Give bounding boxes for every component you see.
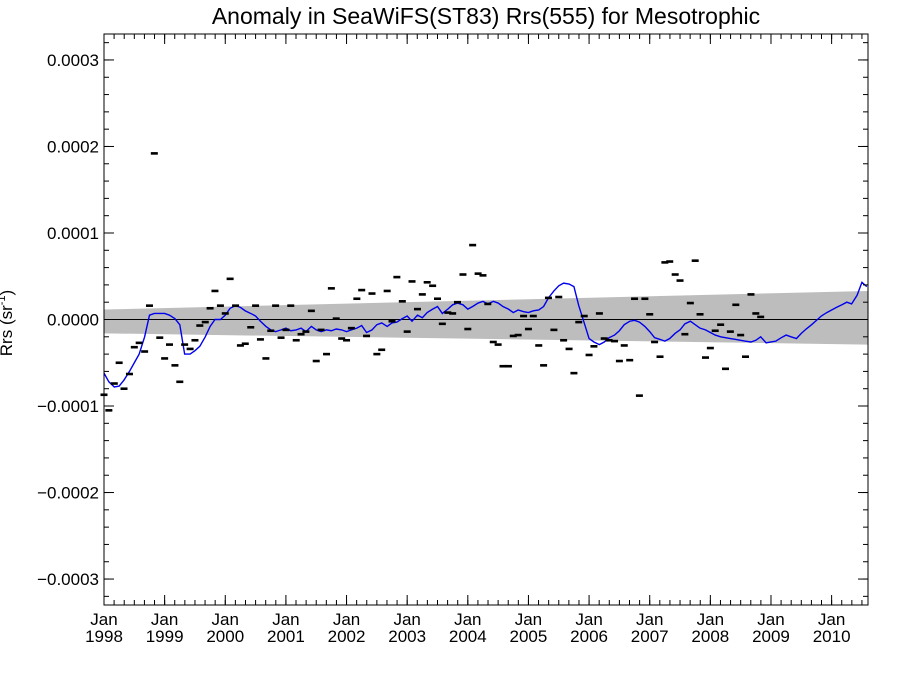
plot-area [100,152,868,412]
x-tick-year-label: 2007 [631,627,669,646]
monthly-anomaly-points [100,152,765,412]
x-tick-year-label: 2009 [752,627,790,646]
x-tick-month-label: Jan [272,610,299,629]
x-tick-month-label: Jan [90,610,117,629]
x-tick-year-label: 2000 [206,627,244,646]
x-tick-year-label: 2010 [813,627,851,646]
confidence-band [104,290,868,345]
y-tick-label: −0.0002 [37,484,99,503]
plot-frame [103,33,869,606]
y-axis-label-main: Rrs (sr [0,305,16,356]
x-axis-ticks: Jan1998Jan1999Jan2000Jan2001Jan2002Jan20… [85,34,863,646]
x-tick-year-label: 2008 [691,627,729,646]
x-tick-month-label: Jan [697,610,724,629]
y-tick-label: −0.0001 [37,397,99,416]
x-tick-month-label: Jan [636,610,663,629]
x-tick-year-label: 2004 [449,627,487,646]
y-tick-label: 0.0000 [47,311,99,330]
x-tick-year-label: 2005 [510,627,548,646]
x-tick-month-label: Jan [393,610,420,629]
x-tick-year-label: 2003 [388,627,426,646]
x-tick-month-label: Jan [515,610,542,629]
y-tick-label: −0.0003 [37,570,99,589]
y-tick-label: 0.0002 [47,137,99,156]
x-tick-year-label: 2002 [328,627,366,646]
x-tick-year-label: 1999 [146,627,184,646]
x-tick-month-label: Jan [575,610,602,629]
x-tick-year-label: 2006 [570,627,608,646]
chart-title: Anomaly in SeaWiFS(ST83) Rrs(555) for Me… [212,3,760,29]
x-tick-month-label: Jan [454,610,481,629]
x-tick-month-label: Jan [757,610,784,629]
y-axis-label-end: ) [0,290,16,296]
x-tick-month-label: Jan [818,610,845,629]
x-tick-year-label: 2001 [267,627,305,646]
y-axis-label: Rrs (sr-1) [0,290,16,356]
y-axis-ticks: 0.0003 0.0002 0.0001 0.0000 −0.0001 −0.0002 −0… [37,42,868,597]
y-axis-label-superscript: -1 [0,295,8,305]
x-tick-month-label: Jan [151,610,178,629]
x-tick-month-label: Jan [333,610,360,629]
x-tick-year-label: 1998 [85,627,123,646]
y-tick-label: 0.0001 [47,224,99,243]
y-tick-label: 0.0003 [47,51,99,70]
x-tick-month-label: Jan [212,610,239,629]
